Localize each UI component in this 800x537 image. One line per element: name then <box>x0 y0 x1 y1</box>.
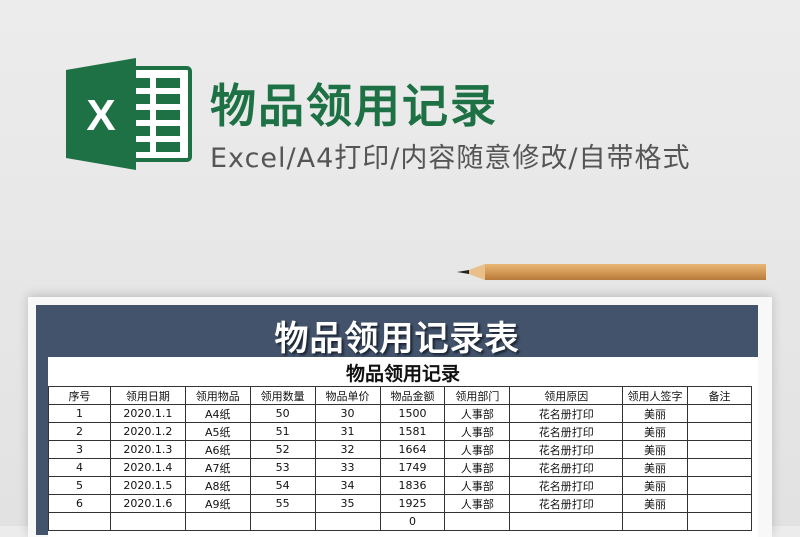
table-cell[interactable]: 6 <box>48 494 111 513</box>
table-row: 4 2020.1.4 A7纸 53 33 1749 人事部 花名册打印 美丽 <box>48 458 752 477</box>
column-header: 物品金额 <box>379 386 446 405</box>
table-cell[interactable]: 2 <box>48 422 111 441</box>
table-cell[interactable] <box>314 512 381 531</box>
table-row: 0 <box>48 512 752 531</box>
table-row: 1 2020.1.1 A4纸 50 30 1500 人事部 花名册打印 美丽 <box>48 404 752 423</box>
column-header: 领用原因 <box>509 386 624 405</box>
table-cell[interactable]: 53 <box>249 458 316 477</box>
svg-text:X: X <box>86 91 115 140</box>
table-cell[interactable]: A8纸 <box>184 476 251 495</box>
column-header: 物品单价 <box>314 386 381 405</box>
table-cell[interactable] <box>622 512 688 531</box>
table-cell[interactable]: 1836 <box>379 476 446 495</box>
table-cell[interactable] <box>687 458 752 477</box>
table-cell[interactable]: 51 <box>249 422 316 441</box>
table-cell[interactable]: 1664 <box>379 440 446 459</box>
table-cell[interactable]: 2020.1.2 <box>109 422 186 441</box>
column-header: 领用人签字 <box>622 386 688 405</box>
table-cell[interactable]: 55 <box>249 494 316 513</box>
table-cell[interactable]: 35 <box>314 494 381 513</box>
table-cell[interactable]: 30 <box>314 404 381 423</box>
table-cell[interactable]: 34 <box>314 476 381 495</box>
table-cell[interactable]: 2020.1.1 <box>109 404 186 423</box>
table-cell[interactable] <box>109 512 186 531</box>
table-cell[interactable] <box>687 422 752 441</box>
table-cell[interactable]: 美丽 <box>622 422 688 441</box>
table-cell[interactable] <box>48 512 111 531</box>
table-cell[interactable]: 花名册打印 <box>509 494 624 513</box>
table-cell[interactable]: 花名册打印 <box>509 404 624 423</box>
table-cell[interactable]: 人事部 <box>444 494 511 513</box>
table-cell[interactable]: A6纸 <box>184 440 251 459</box>
table-cell[interactable]: 54 <box>249 476 316 495</box>
table-cell[interactable] <box>444 512 511 531</box>
table-cell[interactable]: A9纸 <box>184 494 251 513</box>
table-cell[interactable] <box>509 512 624 531</box>
column-header: 领用数量 <box>249 386 316 405</box>
table-cell[interactable]: 人事部 <box>444 458 511 477</box>
table-cell[interactable]: 52 <box>249 440 316 459</box>
table-cell[interactable]: 人事部 <box>444 404 511 423</box>
table-cell[interactable]: 人事部 <box>444 476 511 495</box>
table-cell[interactable]: 31 <box>314 422 381 441</box>
table-cell[interactable] <box>249 512 316 531</box>
table-cell[interactable]: 1500 <box>379 404 446 423</box>
table-cell[interactable] <box>184 512 251 531</box>
table-cell[interactable] <box>687 404 752 423</box>
table-cell[interactable]: 1581 <box>379 422 446 441</box>
table-cell[interactable]: 2020.1.5 <box>109 476 186 495</box>
table-cell[interactable]: 3 <box>48 440 111 459</box>
table-cell[interactable]: 花名册打印 <box>509 476 624 495</box>
table-cell[interactable]: A5纸 <box>184 422 251 441</box>
table-cell[interactable]: 1 <box>48 404 111 423</box>
table-cell[interactable]: 花名册打印 <box>509 440 624 459</box>
table-cell[interactable]: 美丽 <box>622 458 688 477</box>
column-header: 领用部门 <box>444 386 511 405</box>
spreadsheet: 物品领用记录 序号 领用日期 领用物品 领用数量 物品单价 物品金额 领用部门 领用原因 领用人… <box>48 357 758 537</box>
table-cell[interactable]: 50 <box>249 404 316 423</box>
table-cell[interactable] <box>687 476 752 495</box>
column-header: 领用物品 <box>184 386 251 405</box>
table-row: 6 2020.1.6 A9纸 55 35 1925 人事部 花名册打印 美丽 <box>48 494 752 513</box>
table-cell[interactable]: 1925 <box>379 494 446 513</box>
excel-logo-icon: X <box>66 58 192 170</box>
table-cell[interactable]: A7纸 <box>184 458 251 477</box>
table-cell[interactable]: 33 <box>314 458 381 477</box>
column-header: 备注 <box>687 386 752 405</box>
table-cell[interactable]: 1749 <box>379 458 446 477</box>
table-cell[interactable]: A4纸 <box>184 404 251 423</box>
table-cell[interactable] <box>687 440 752 459</box>
table-title: 物品领用记录 <box>345 363 460 385</box>
table-cell[interactable]: 2020.1.4 <box>109 458 186 477</box>
column-header: 领用日期 <box>109 386 186 405</box>
table-cell[interactable]: 2020.1.6 <box>109 494 186 513</box>
table-cell[interactable] <box>687 512 752 531</box>
table-cell[interactable]: 花名册打印 <box>509 422 624 441</box>
page-subtitle: Excel/A4打印/内容随意修改/自带格式 <box>210 143 691 174</box>
table-cell[interactable]: 人事部 <box>444 422 511 441</box>
table-cell[interactable]: 美丽 <box>622 404 688 423</box>
table-cell[interactable]: 0 <box>379 512 446 531</box>
table-row: 3 2020.1.3 A6纸 52 32 1664 人事部 花名册打印 美丽 <box>48 440 752 459</box>
table-cell[interactable]: 美丽 <box>622 440 688 459</box>
page-title: 物品领用记录 <box>210 79 498 133</box>
table-cell[interactable]: 2020.1.3 <box>109 440 186 459</box>
banner-title: 物品领用记录表 <box>274 319 520 359</box>
table-cell[interactable]: 花名册打印 <box>509 458 624 477</box>
table-cell[interactable]: 美丽 <box>622 494 688 513</box>
table-cell[interactable] <box>687 494 752 513</box>
pencil-icon <box>457 264 766 280</box>
column-header: 序号 <box>48 386 111 405</box>
table-cell[interactable]: 4 <box>48 458 111 477</box>
table-cell[interactable]: 5 <box>48 476 111 495</box>
table-cell[interactable]: 美丽 <box>622 476 688 495</box>
table-row: 5 2020.1.5 A8纸 54 34 1836 人事部 花名册打印 美丽 <box>48 476 752 495</box>
table-cell[interactable]: 32 <box>314 440 381 459</box>
table-header-row: 序号 领用日期 领用物品 领用数量 物品单价 物品金额 领用部门 领用原因 领用人签字 备注 <box>48 386 752 405</box>
table-row: 2 2020.1.2 A5纸 51 31 1581 人事部 花名册打印 美丽 <box>48 422 752 441</box>
table-cell[interactable]: 人事部 <box>444 440 511 459</box>
